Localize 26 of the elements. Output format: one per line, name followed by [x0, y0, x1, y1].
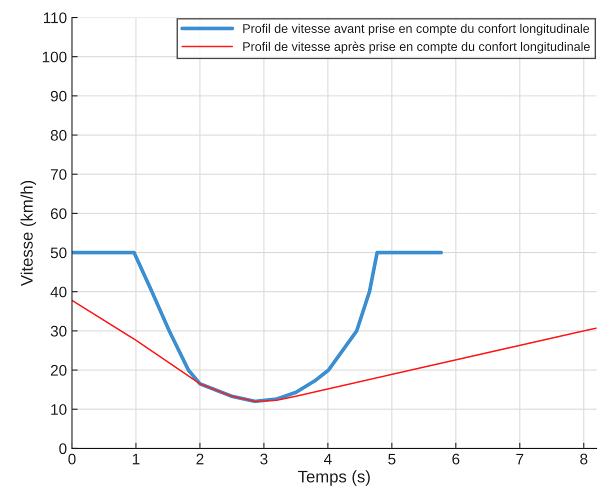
y-axis-title: Vitesse (km/h): [20, 180, 36, 286]
y-tick-label: 0: [59, 443, 67, 454]
legend-label: Profil de vitesse avant prise en compte du confort longitudinale: [243, 24, 590, 36]
x-tick-label: 6: [452, 454, 460, 464]
y-tick-label: 70: [50, 169, 67, 180]
y-tick-label: 60: [50, 208, 67, 220]
x-tick-label: 7: [516, 454, 524, 464]
x-tick-label: 2: [196, 454, 204, 464]
legend-label: Profil de vitesse après prise en compte du confort longitudinale: [243, 42, 590, 54]
y-tick-label: 50: [50, 247, 67, 258]
x-tick-label: 3: [260, 454, 268, 464]
line-series: [72, 300, 597, 402]
y-tick-label: 110: [44, 12, 67, 24]
x-tick-label: 0: [68, 454, 76, 464]
y-tick-label: 20: [50, 364, 67, 376]
x-tick-label: 5: [388, 454, 396, 464]
y-tick-label: 80: [50, 130, 67, 141]
x-axis-title: Temps (s): [298, 470, 370, 486]
x-tick-label: 4: [324, 454, 332, 464]
x-tick-label: 8: [580, 454, 588, 464]
y-tick-label: 100: [42, 52, 67, 62]
y-tick-label: 30: [50, 326, 67, 337]
y-tick-label: 10: [51, 404, 67, 415]
y-tick-label: 40: [50, 286, 67, 298]
y-tick-label: 90: [50, 90, 67, 102]
x-tick-label: 1: [132, 454, 140, 464]
